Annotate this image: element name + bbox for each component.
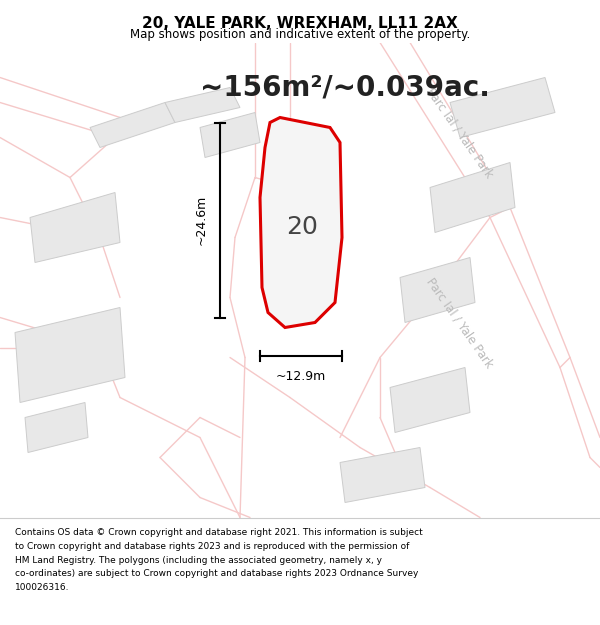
Polygon shape <box>15 308 125 402</box>
Text: ~12.9m: ~12.9m <box>276 371 326 384</box>
Text: co-ordinates) are subject to Crown copyright and database rights 2023 Ordnance S: co-ordinates) are subject to Crown copyr… <box>15 569 418 578</box>
Text: 100026316.: 100026316. <box>15 583 70 592</box>
Polygon shape <box>340 448 425 503</box>
Text: HM Land Registry. The polygons (including the associated geometry, namely x, y: HM Land Registry. The polygons (includin… <box>15 556 382 564</box>
Text: Parc Ial / Yale Park: Parc Ial / Yale Park <box>424 85 496 180</box>
Text: ~24.6m: ~24.6m <box>195 195 208 245</box>
Polygon shape <box>390 368 470 432</box>
Polygon shape <box>450 78 555 138</box>
Text: Map shows position and indicative extent of the property.: Map shows position and indicative extent… <box>130 28 470 41</box>
Polygon shape <box>165 88 240 122</box>
Polygon shape <box>430 162 515 232</box>
Text: Parc Ial / Yale Park: Parc Ial / Yale Park <box>424 275 496 370</box>
Polygon shape <box>400 258 475 322</box>
Polygon shape <box>25 402 88 452</box>
Text: ~156m²/~0.039ac.: ~156m²/~0.039ac. <box>200 74 490 101</box>
Polygon shape <box>90 102 175 148</box>
Text: 20: 20 <box>286 216 318 239</box>
Text: to Crown copyright and database rights 2023 and is reproduced with the permissio: to Crown copyright and database rights 2… <box>15 542 409 551</box>
Text: Contains OS data © Crown copyright and database right 2021. This information is : Contains OS data © Crown copyright and d… <box>15 528 423 537</box>
Polygon shape <box>260 118 342 328</box>
Polygon shape <box>30 192 120 262</box>
Polygon shape <box>200 112 260 158</box>
Text: 20, YALE PARK, WREXHAM, LL11 2AX: 20, YALE PARK, WREXHAM, LL11 2AX <box>142 16 458 31</box>
